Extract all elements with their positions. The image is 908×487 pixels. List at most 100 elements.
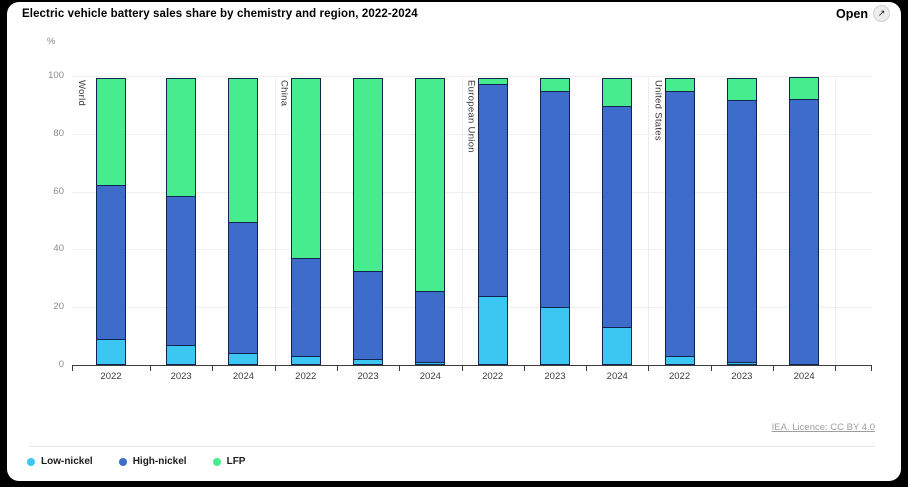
licence-link[interactable]: IEA. Licence: CC BY 4.0 <box>771 422 875 433</box>
bar-world-2022[interactable] <box>96 76 126 365</box>
bar-segment-low-nickel[interactable] <box>415 362 445 365</box>
open-button-label: Open <box>836 6 868 21</box>
x-axis-tick <box>337 366 338 371</box>
bar-segment-low-nickel[interactable] <box>228 353 258 365</box>
group-label-european-union: European Union <box>465 80 477 153</box>
x-tick-label: 2022 <box>668 371 691 382</box>
group-label-united-states: United States <box>652 80 664 141</box>
x-axis-tick <box>275 366 276 371</box>
legend-item-high-nickel[interactable]: High-nickel <box>118 456 187 467</box>
x-axis-tick <box>711 366 712 371</box>
x-tick-label: 2022 <box>295 371 317 382</box>
bar-united-states-2024[interactable] <box>789 76 819 365</box>
bar-segment-lfp[interactable] <box>602 78 632 107</box>
bar-segment-low-nickel[interactable] <box>291 356 321 365</box>
bar-world-2024[interactable] <box>228 76 258 365</box>
x-axis-tick <box>648 366 649 371</box>
x-axis-tick <box>462 366 463 371</box>
y-gridline <box>72 307 872 309</box>
bar-china-2022[interactable] <box>291 76 321 365</box>
bar-united-states-2022[interactable] <box>665 76 695 365</box>
bar-segment-high-nickel[interactable] <box>602 105 632 329</box>
bar-segment-lfp[interactable] <box>353 78 383 272</box>
bar-china-2024[interactable] <box>415 76 445 365</box>
x-tick-label: 2022 <box>100 371 122 382</box>
y-tick-label: 80 <box>53 127 64 139</box>
y-tick-label: 60 <box>53 185 64 197</box>
bar-segment-high-nickel[interactable] <box>228 221 258 355</box>
bar-segment-low-nickel[interactable] <box>727 362 757 365</box>
y-gridline <box>72 76 872 77</box>
group-label-world: World <box>76 80 87 107</box>
legend-label: High-nickel <box>132 456 187 467</box>
bar-segment-low-nickel[interactable] <box>353 359 383 365</box>
bar-segment-lfp[interactable] <box>665 78 695 93</box>
bar-segment-lfp[interactable] <box>415 78 445 292</box>
y-axis-unit-label: % <box>47 36 56 47</box>
bar-european-union-2023[interactable] <box>540 76 570 365</box>
bar-segment-low-nickel[interactable] <box>166 344 196 365</box>
x-tick-label: 2023 <box>170 371 192 382</box>
bar-segment-high-nickel[interactable] <box>727 100 757 364</box>
bar-segment-low-nickel[interactable] <box>540 307 570 365</box>
bar-world-2023[interactable] <box>166 76 196 365</box>
y-gridline <box>72 249 872 251</box>
bar-segment-high-nickel[interactable] <box>415 290 445 364</box>
x-tick-label: 2023 <box>731 371 753 382</box>
bar-segment-low-nickel[interactable] <box>602 327 632 365</box>
bar-segment-low-nickel[interactable] <box>96 339 126 365</box>
bar-segment-high-nickel[interactable] <box>665 91 695 358</box>
x-axis-tick <box>72 366 73 371</box>
y-tick-label: 20 <box>53 301 64 313</box>
y-tick-label: 40 <box>53 243 64 255</box>
x-tick-label: 2023 <box>357 371 379 382</box>
legend-item-low-nickel[interactable]: Low-nickel <box>27 456 93 467</box>
bar-segment-lfp[interactable] <box>228 78 258 223</box>
bar-segment-low-nickel[interactable] <box>665 356 695 365</box>
group-boundary-gridline <box>275 76 276 365</box>
open-button[interactable]: Open ↗ <box>836 5 890 22</box>
group-boundary-gridline <box>462 76 463 365</box>
bar-segment-lfp[interactable] <box>789 77 819 101</box>
bar-segment-high-nickel[interactable] <box>478 84 508 297</box>
bar-segment-high-nickel[interactable] <box>789 99 819 365</box>
bar-segment-high-nickel[interactable] <box>353 270 383 361</box>
y-tick-label: 0 <box>58 359 64 370</box>
bar-segment-high-nickel[interactable] <box>291 257 321 358</box>
legend-divider <box>29 446 875 447</box>
x-axis-tick <box>399 366 400 371</box>
legend-swatch-icon <box>212 457 221 466</box>
x-axis-tick <box>773 366 774 371</box>
x-tick-label: 2022 <box>482 371 504 382</box>
bar-segment-high-nickel[interactable] <box>96 185 126 340</box>
bar-segment-lfp[interactable] <box>727 78 757 102</box>
y-gridline <box>72 133 872 135</box>
x-tick-label: 2024 <box>232 371 255 382</box>
bar-segment-high-nickel[interactable] <box>540 91 570 309</box>
x-tick-label: 2024 <box>793 371 815 382</box>
y-tick-label: 100 <box>48 70 64 81</box>
x-axis-tick <box>835 366 836 371</box>
x-axis-tick <box>524 366 525 371</box>
legend-swatch-icon <box>118 457 127 466</box>
bar-united-states-2023[interactable] <box>727 76 757 365</box>
external-link-icon: ↗ <box>873 5 890 22</box>
legend-item-lfp[interactable]: LFP <box>212 456 245 467</box>
y-gridline <box>72 191 872 193</box>
bar-european-union-2022[interactable] <box>478 76 508 365</box>
x-axis-tick <box>871 366 872 371</box>
bar-china-2023[interactable] <box>353 76 383 365</box>
bar-segment-lfp[interactable] <box>540 78 570 93</box>
bar-european-union-2024[interactable] <box>602 76 632 365</box>
bar-segment-lfp[interactable] <box>96 78 126 187</box>
legend: Low-nickel High-nickel LFP <box>27 456 245 467</box>
x-tick-label: 2023 <box>544 371 566 382</box>
x-axis-tick <box>212 366 213 371</box>
bar-segment-low-nickel[interactable] <box>478 295 508 365</box>
x-tick-label: 2024 <box>419 371 441 382</box>
bar-segment-high-nickel[interactable] <box>166 195 196 346</box>
x-axis-tick <box>150 366 151 371</box>
bar-segment-lfp[interactable] <box>291 78 321 259</box>
group-boundary-gridline <box>648 76 649 365</box>
bar-segment-lfp[interactable] <box>166 78 196 197</box>
